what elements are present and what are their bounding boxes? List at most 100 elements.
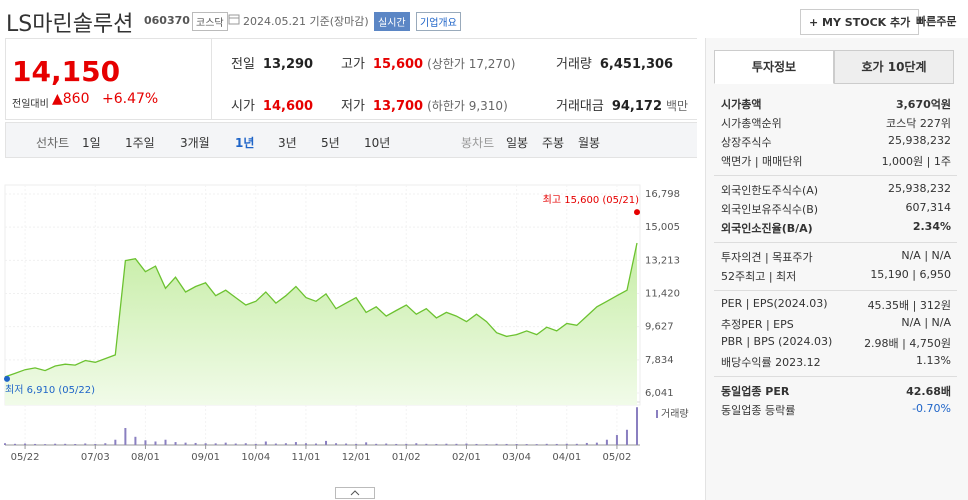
- volume-bar: [325, 440, 328, 445]
- line: [4, 242, 638, 378]
- group-divider: [714, 242, 957, 243]
- volume-bar: [465, 443, 468, 445]
- volume-bar: [335, 443, 338, 445]
- item-value: 13,290: [262, 57, 314, 72]
- period-tab[interactable]: 5년: [321, 136, 340, 150]
- volume-bar: [565, 443, 568, 445]
- y-tick-label: 7,834: [645, 355, 674, 366]
- info-value: 2.98배 | 4,750원: [864, 337, 951, 350]
- item-note: (하한가 9,310): [427, 99, 508, 113]
- item-note: 백만: [666, 99, 689, 113]
- low-marker: [4, 375, 10, 382]
- candle-tab[interactable]: 주봉: [542, 136, 565, 150]
- volume-bar: [74, 444, 77, 445]
- date: 2024.05.21 기준(장마감): [243, 15, 369, 28]
- overview-dropdown[interactable]: 기업개요: [416, 12, 461, 31]
- volume-bar: [636, 407, 638, 445]
- volume-bar: [545, 443, 548, 445]
- volume-bar: [264, 441, 267, 445]
- info-row: 동일업종 등락률 -0.70%: [721, 402, 951, 420]
- info-value: 1.13%: [916, 354, 951, 367]
- x-tick-label: 03/04: [502, 452, 531, 463]
- item-value: 14,600: [262, 99, 314, 114]
- x-tick-label: 01/02: [392, 452, 421, 463]
- stock-name: LS마린솔루션: [6, 12, 134, 37]
- x-tick-label: 08/01: [131, 452, 160, 463]
- info-row: 시가총액순위 코스닥 227위: [721, 115, 951, 133]
- info-value: 42.68배: [906, 385, 951, 398]
- info-label: 52주최고 | 최저: [721, 270, 797, 283]
- info-row: 52주최고 | 최저 15,190 | 6,950: [721, 268, 951, 286]
- price: 14,150: [12, 55, 121, 88]
- period-tab[interactable]: 1주일: [125, 136, 155, 150]
- volume-bar: [314, 443, 317, 445]
- candle-tab[interactable]: 일봉: [506, 136, 529, 150]
- volume-bar: [124, 428, 127, 445]
- volume-bar: [595, 442, 598, 445]
- info-label: 추정PER | EPS: [721, 318, 794, 331]
- group-divider: [714, 376, 957, 377]
- volume-bar: [585, 442, 588, 445]
- volume-bar: [425, 443, 428, 445]
- collapse-button[interactable]: [335, 487, 375, 499]
- info-label: 동일업종 등락률: [721, 404, 796, 417]
- volume-bar: [284, 443, 287, 445]
- volume-bar: [24, 443, 27, 445]
- info-value: N/A | N/A: [901, 249, 951, 262]
- volume-bar: [204, 443, 207, 445]
- tab-group-label: 봉차트: [461, 136, 495, 150]
- info-row: 배당수익률 2023.12 1.13%: [721, 354, 951, 372]
- info-label: 상장주식수: [721, 136, 772, 149]
- low-label: 최저 6,910 (05/22): [5, 384, 95, 396]
- info-row: 외국인소진율(B/A) 2.34%: [721, 220, 951, 238]
- volume-bar: [164, 439, 167, 445]
- volume-bar: [294, 442, 297, 445]
- info-panel: 투자정보 호가 10단계 시가총액 3,670억원 시가총액순위 코스닥 227위 상장주식…: [705, 38, 968, 500]
- realtime-badge[interactable]: 실시간: [374, 12, 410, 31]
- volume-bar: [234, 443, 237, 445]
- volume-bar: [495, 443, 498, 445]
- summary-item: 시가 14,600: [231, 95, 313, 114]
- volume-bar: [64, 443, 67, 445]
- high-marker: [634, 209, 640, 216]
- mystock-button[interactable]: + MY STOCK 추가: [800, 9, 920, 35]
- market-badge: 코스닥: [192, 12, 228, 31]
- info-value: 25,938,232: [888, 182, 951, 195]
- summary-item: 거래량 6,451,306: [556, 53, 673, 72]
- info-tab[interactable]: 투자정보: [714, 50, 834, 84]
- candle-tab[interactable]: 월봉: [578, 136, 601, 150]
- volume-bar: [44, 444, 47, 445]
- y-tick-label: 9,627: [645, 322, 674, 333]
- volume-bar: [274, 443, 277, 445]
- period-tab[interactable]: 10년: [364, 136, 391, 150]
- info-value: 25,938,232: [888, 134, 951, 147]
- volume-bar: [515, 444, 518, 445]
- x-tick-label: 11/01: [292, 452, 321, 463]
- period-tab[interactable]: 3년: [278, 136, 297, 150]
- item-value: 15,600: [372, 57, 424, 72]
- volume-bar: [435, 443, 438, 445]
- period-tab[interactable]: 1년: [235, 136, 255, 150]
- info-tab[interactable]: 호가 10단계: [834, 50, 954, 84]
- period-tab[interactable]: 3개월: [180, 136, 210, 150]
- group-divider: [714, 290, 957, 291]
- info-label: 외국인보유주식수(B): [721, 203, 819, 216]
- item-value: 6,451,306: [599, 57, 674, 72]
- volume-legend: 거래량: [661, 408, 689, 420]
- summary-item: 고가 15,600 (상한가 17,270): [341, 53, 515, 72]
- info-row: PBR | BPS (2024.03) 2.98배 | 4,750원: [721, 335, 951, 353]
- calendar-icon: [228, 14, 240, 25]
- volume-bar: [525, 444, 528, 445]
- volume-bar: [114, 439, 117, 445]
- summary-item: 저가 13,700 (하한가 9,310): [341, 95, 508, 114]
- period-tab[interactable]: 1일: [82, 136, 101, 150]
- volume-bar: [304, 443, 307, 445]
- quick-order[interactable]: 빠른주문: [916, 15, 957, 28]
- divider: [211, 39, 212, 119]
- volume-bar: [395, 443, 398, 445]
- summary-box: 14,150 전일대비 ▲860 +6.47% 전일 13,290 고가 15,600…: [5, 38, 697, 120]
- volume-bar: [174, 442, 177, 445]
- stock-code: 060370: [144, 14, 190, 27]
- volume-bar: [575, 443, 578, 445]
- info-label: PBR | BPS (2024.03): [721, 335, 833, 348]
